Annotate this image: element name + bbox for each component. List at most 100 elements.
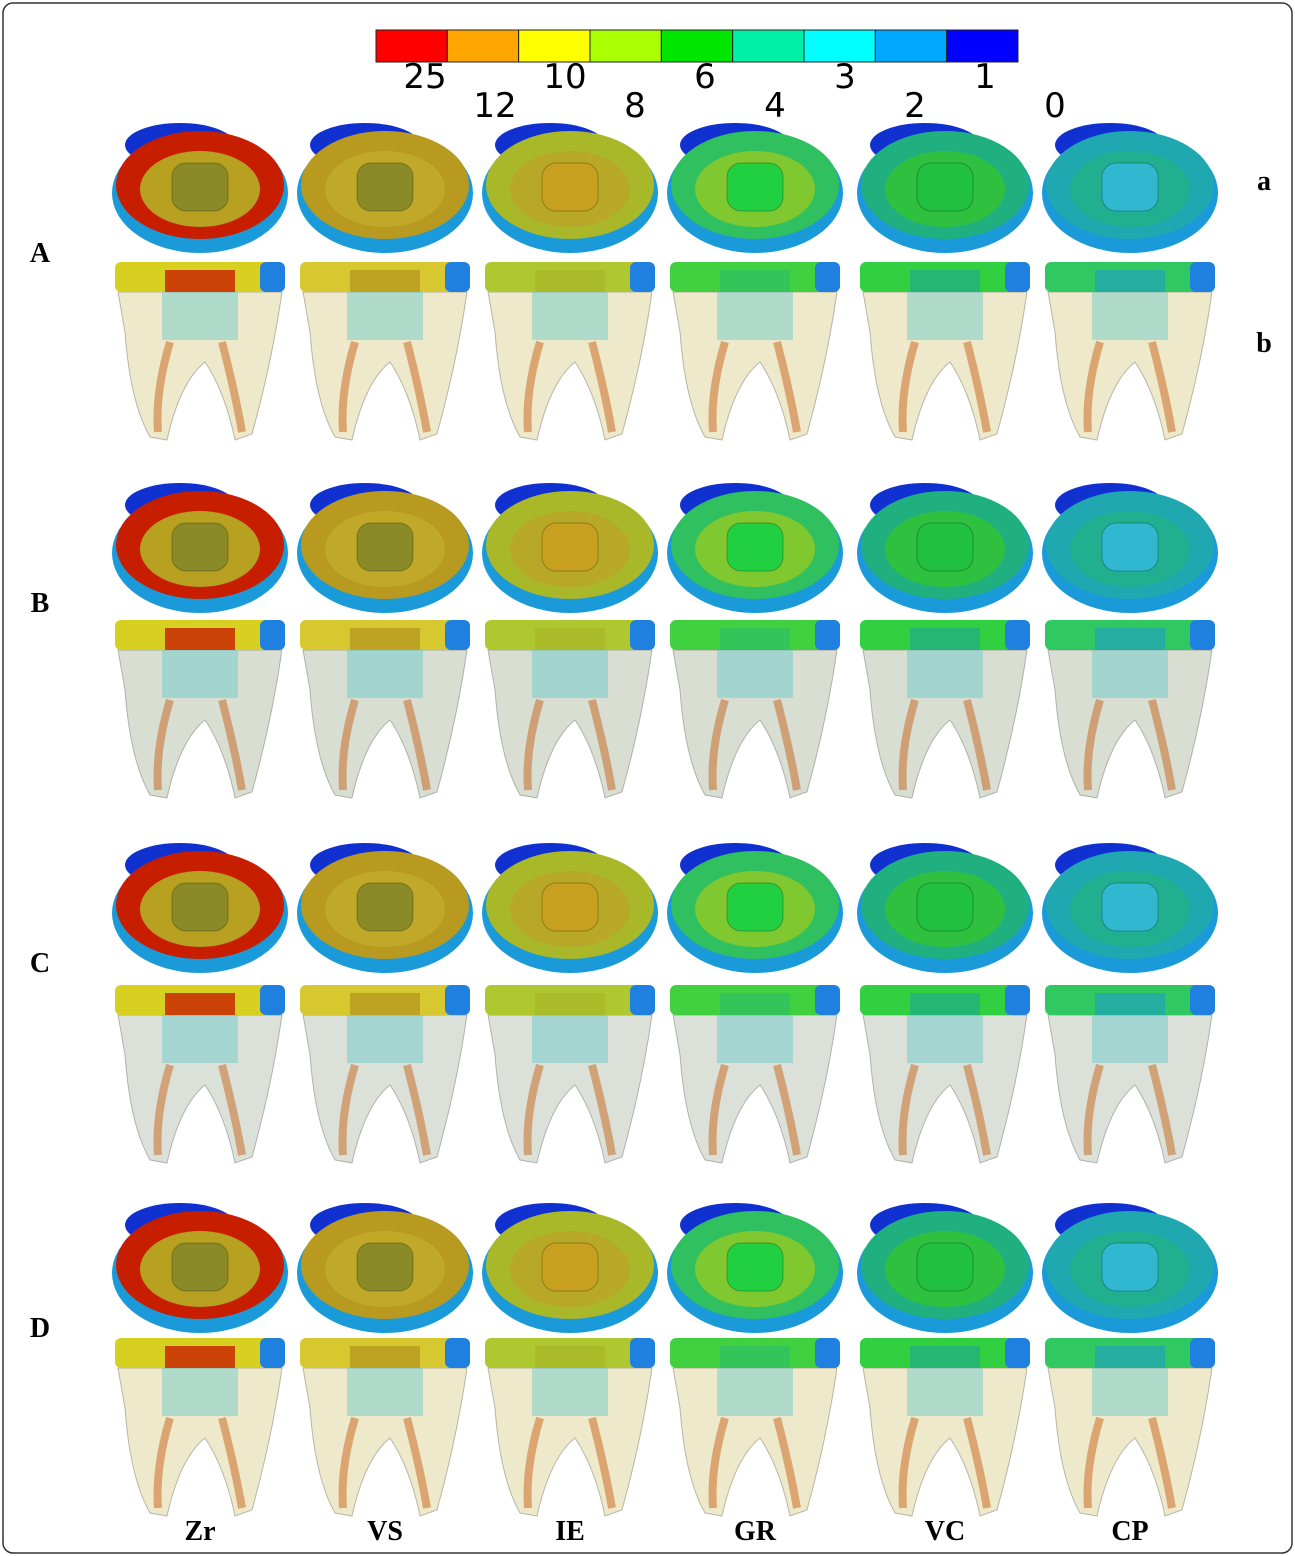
crown-inlay (1095, 993, 1165, 1015)
crown-inlay (165, 270, 235, 292)
disc-core (1102, 1243, 1158, 1291)
crown-edge (1005, 262, 1030, 292)
disc-core (542, 163, 598, 211)
legend-label: 25 (403, 57, 446, 97)
crown-inlay (535, 993, 605, 1015)
crown-inlay (720, 1346, 790, 1368)
crown-edge (260, 985, 285, 1015)
pulp (717, 292, 793, 340)
crown-edge (260, 262, 285, 292)
legend-label: 1 (974, 57, 996, 97)
disc-core (172, 523, 228, 571)
crown-inlay (350, 1346, 420, 1368)
crown-edge (445, 1338, 470, 1368)
legend-label: 3 (834, 57, 856, 97)
pulp (532, 1368, 608, 1416)
disc-core (727, 1243, 783, 1291)
crown-inlay (165, 1346, 235, 1368)
disc-core (357, 163, 413, 211)
crown-inlay (1095, 1346, 1165, 1368)
row-label: D (30, 1313, 50, 1344)
pulp (532, 650, 608, 698)
pulp (717, 650, 793, 698)
legend-label: 12 (473, 86, 516, 126)
pulp (907, 292, 983, 340)
pulp (347, 1368, 423, 1416)
pulp (717, 1015, 793, 1063)
column-label: GR (734, 1516, 777, 1547)
disc-core (357, 523, 413, 571)
crown-inlay (910, 1346, 980, 1368)
crown-edge (815, 620, 840, 650)
pulp (1092, 650, 1168, 698)
disc-core (357, 883, 413, 931)
crown-inlay (535, 270, 605, 292)
crown-inlay (350, 993, 420, 1015)
disc-core (542, 1243, 598, 1291)
disc-core (1102, 883, 1158, 931)
crown-inlay (350, 270, 420, 292)
crown-inlay (720, 628, 790, 650)
pulp (1092, 1368, 1168, 1416)
crown-inlay (165, 993, 235, 1015)
pulp (347, 292, 423, 340)
crown-inlay (535, 628, 605, 650)
pulp (907, 1368, 983, 1416)
crown-edge (1190, 262, 1215, 292)
crown-edge (1190, 620, 1215, 650)
crown-edge (630, 262, 655, 292)
column-label: CP (1111, 1516, 1148, 1547)
subrow-label: a (1257, 166, 1271, 197)
disc-core (172, 883, 228, 931)
disc-core (727, 163, 783, 211)
pulp (1092, 292, 1168, 340)
crown-inlay (910, 628, 980, 650)
crown-edge (260, 620, 285, 650)
crown-edge (630, 985, 655, 1015)
pulp (717, 1368, 793, 1416)
crown-edge (630, 1338, 655, 1368)
crown-edge (445, 620, 470, 650)
pulp (907, 1015, 983, 1063)
crown-inlay (910, 993, 980, 1015)
pulp (162, 1015, 238, 1063)
column-label: VC (925, 1516, 965, 1547)
pulp (1092, 1015, 1168, 1063)
crown-edge (445, 262, 470, 292)
legend-label: 0 (1044, 86, 1066, 126)
pulp (907, 650, 983, 698)
pulp (162, 650, 238, 698)
disc-core (542, 523, 598, 571)
disc-core (727, 523, 783, 571)
disc-core (357, 1243, 413, 1291)
crown-edge (815, 985, 840, 1015)
pulp (532, 292, 608, 340)
pulp (532, 1015, 608, 1063)
legend-label: 10 (543, 57, 586, 97)
crown-edge (1005, 620, 1030, 650)
crown-inlay (910, 270, 980, 292)
disc-core (1102, 163, 1158, 211)
row-label: B (31, 588, 50, 619)
crown-edge (1005, 1338, 1030, 1368)
subrow-label: b (1256, 328, 1272, 359)
disc-core (917, 1243, 973, 1291)
legend-label: 8 (624, 86, 646, 126)
legend-label: 6 (694, 57, 716, 97)
crown-edge (445, 985, 470, 1015)
pulp (162, 1368, 238, 1416)
legend-swatch (875, 30, 946, 62)
disc-core (542, 883, 598, 931)
column-label: Zr (184, 1516, 215, 1547)
crown-edge (815, 1338, 840, 1368)
crown-edge (1190, 1338, 1215, 1368)
legend-swatch (590, 30, 661, 62)
crown-inlay (720, 993, 790, 1015)
crown-edge (815, 262, 840, 292)
legend-swatch (447, 30, 518, 62)
disc-core (172, 1243, 228, 1291)
disc-core (1102, 523, 1158, 571)
crown-inlay (350, 628, 420, 650)
disc-core (917, 163, 973, 211)
disc-core (917, 523, 973, 571)
